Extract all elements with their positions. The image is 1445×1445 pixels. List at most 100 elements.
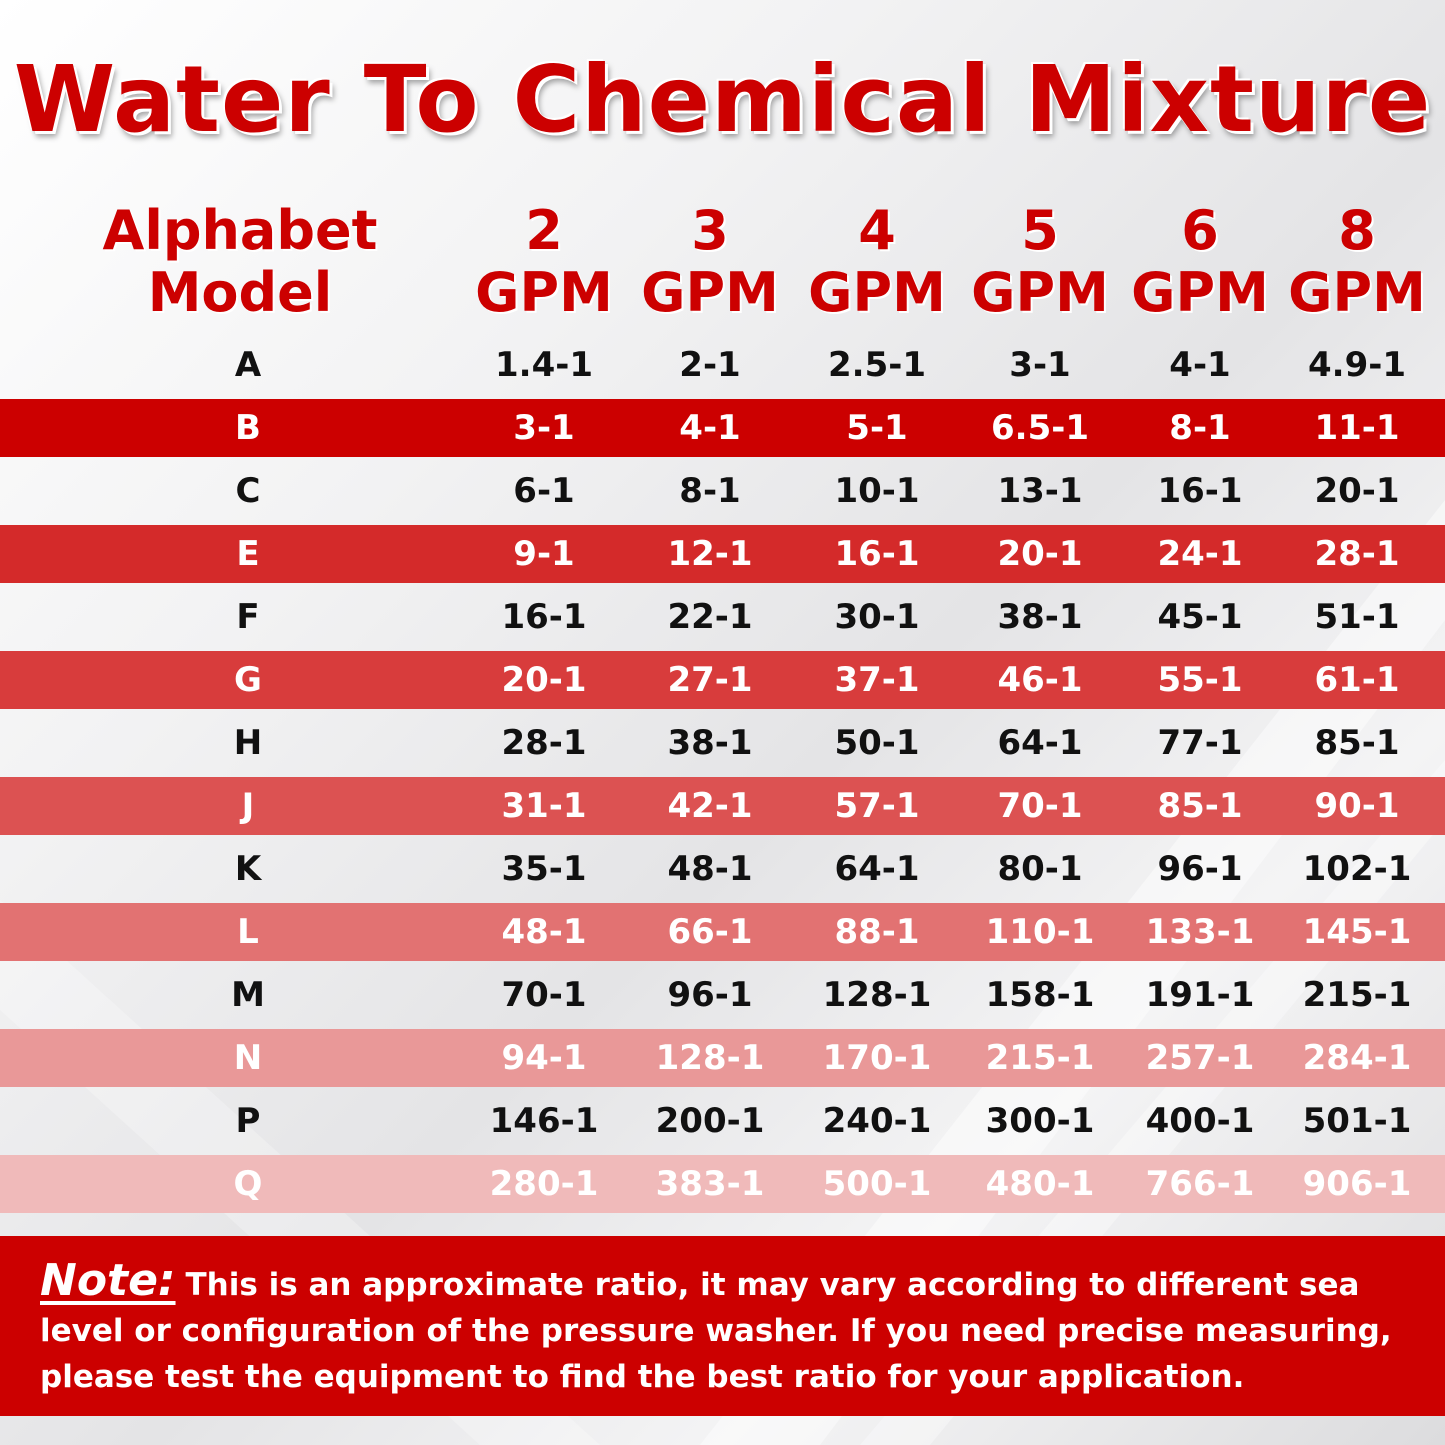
ratio-cell: 145-1 xyxy=(1302,912,1412,952)
ratio-cell: 51-1 xyxy=(1314,597,1400,637)
ratio-cell: 48-1 xyxy=(667,849,753,889)
header-model: Alphabet Model xyxy=(60,200,420,330)
model-cell: C xyxy=(235,471,261,511)
ratio-cell: 6.5-1 xyxy=(991,408,1089,448)
ratio-cell: 64-1 xyxy=(997,723,1083,763)
ratio-cell: 170-1 xyxy=(822,1038,932,1078)
ratio-cell: 13-1 xyxy=(997,471,1083,511)
ratio-cell: 2-1 xyxy=(679,345,741,385)
model-cell: G xyxy=(234,660,262,700)
ratio-cell: 5-1 xyxy=(846,408,908,448)
header-gpm-num: 6 xyxy=(1181,199,1219,262)
header-gpm-8: 8 GPM xyxy=(1277,200,1437,330)
header-gpm-3: 3 GPM xyxy=(630,200,790,330)
ratio-cell: 24-1 xyxy=(1157,534,1243,574)
page-title: Water To Chemical Mixture xyxy=(13,46,1432,153)
table-row: A 1.4-1 2-1 2.5-1 3-1 4-1 4.9-1 xyxy=(0,336,1445,394)
model-cell: Q xyxy=(233,1164,263,1204)
ratio-cell: 133-1 xyxy=(1145,912,1255,952)
table-row: G 20-1 27-1 37-1 46-1 55-1 61-1 xyxy=(0,651,1445,709)
ratio-cell: 200-1 xyxy=(655,1101,765,1141)
ratio-cell: 257-1 xyxy=(1145,1038,1255,1078)
header-gpm-num: 3 xyxy=(691,199,729,262)
table-row: L 48-1 66-1 88-1 110-1 133-1 145-1 xyxy=(0,903,1445,961)
ratio-cell: 96-1 xyxy=(1157,849,1243,889)
ratio-cell: 215-1 xyxy=(985,1038,1095,1078)
ratio-cell: 4-1 xyxy=(1169,345,1231,385)
ratio-cell: 3-1 xyxy=(513,408,575,448)
note-box: Note: This is an approximate ratio, it ma… xyxy=(0,1236,1445,1416)
model-cell: A xyxy=(234,345,262,385)
header-model-line2: Model xyxy=(147,261,333,324)
ratio-cell: 66-1 xyxy=(667,912,753,952)
table-row: M 70-1 96-1 128-1 158-1 191-1 215-1 xyxy=(0,966,1445,1024)
ratio-cell: 280-1 xyxy=(489,1164,599,1204)
ratio-cell: 300-1 xyxy=(985,1101,1095,1141)
header-gpm-5: 5 GPM xyxy=(960,200,1120,330)
ratio-cell: 70-1 xyxy=(501,975,587,1015)
ratio-cell: 215-1 xyxy=(1302,975,1412,1015)
header-gpm-unit: GPM xyxy=(971,261,1109,324)
header-gpm-unit: GPM xyxy=(1131,261,1269,324)
ratio-cell: 64-1 xyxy=(834,849,920,889)
ratio-cell: 45-1 xyxy=(1157,597,1243,637)
ratio-cell: 4-1 xyxy=(679,408,741,448)
table-row: K 35-1 48-1 64-1 80-1 96-1 102-1 xyxy=(0,840,1445,898)
ratio-cell: 80-1 xyxy=(997,849,1083,889)
header-gpm-4: 4 GPM xyxy=(797,200,957,330)
ratio-cell: 85-1 xyxy=(1157,786,1243,826)
ratio-cell: 42-1 xyxy=(667,786,753,826)
note-body: This is an approximate ratio, it may var… xyxy=(40,1267,1392,1395)
table-row: Q 280-1 383-1 500-1 480-1 766-1 906-1 xyxy=(0,1155,1445,1213)
model-cell: K xyxy=(234,849,262,889)
ratio-cell: 128-1 xyxy=(655,1038,765,1078)
ratio-cell: 11-1 xyxy=(1314,408,1400,448)
model-cell: F xyxy=(236,597,260,637)
ratio-cell: 8-1 xyxy=(679,471,741,511)
ratio-cell: 501-1 xyxy=(1302,1101,1412,1141)
table-header: Alphabet Model 2 GPM 3 GPM 4 GPM 5 GPM 6… xyxy=(0,200,1445,330)
ratio-cell: 191-1 xyxy=(1145,975,1255,1015)
ratio-cell: 383-1 xyxy=(655,1164,765,1204)
table-row: E 9-1 12-1 16-1 20-1 24-1 28-1 xyxy=(0,525,1445,583)
ratio-cell: 57-1 xyxy=(834,786,920,826)
note-label: Note: xyxy=(40,1255,176,1306)
model-cell: E xyxy=(236,534,260,574)
header-gpm-unit: GPM xyxy=(808,261,946,324)
table-row: F 16-1 22-1 30-1 38-1 45-1 51-1 xyxy=(0,588,1445,646)
ratio-cell: 70-1 xyxy=(997,786,1083,826)
ratio-cell: 146-1 xyxy=(489,1101,599,1141)
ratio-cell: 284-1 xyxy=(1302,1038,1412,1078)
model-cell: L xyxy=(237,912,259,952)
table-row: J 31-1 42-1 57-1 70-1 85-1 90-1 xyxy=(0,777,1445,835)
ratio-cell: 94-1 xyxy=(501,1038,587,1078)
ratio-cell: 16-1 xyxy=(501,597,587,637)
ratio-cell: 20-1 xyxy=(501,660,587,700)
table-row: B 3-1 4-1 5-1 6.5-1 8-1 11-1 xyxy=(0,399,1445,457)
table-row: N 94-1 128-1 170-1 215-1 257-1 284-1 xyxy=(0,1029,1445,1087)
header-gpm-unit: GPM xyxy=(1288,261,1426,324)
ratio-cell: 27-1 xyxy=(667,660,753,700)
header-model-line1: Alphabet xyxy=(102,199,378,262)
ratio-cell: 20-1 xyxy=(997,534,1083,574)
ratio-cell: 22-1 xyxy=(667,597,753,637)
ratio-cell: 96-1 xyxy=(667,975,753,1015)
ratio-cell: 37-1 xyxy=(834,660,920,700)
header-gpm-num: 4 xyxy=(858,199,896,262)
ratio-cell: 48-1 xyxy=(501,912,587,952)
ratio-cell: 28-1 xyxy=(1314,534,1400,574)
ratio-cell: 55-1 xyxy=(1157,660,1243,700)
ratio-cell: 480-1 xyxy=(985,1164,1095,1204)
header-gpm-num: 8 xyxy=(1338,199,1376,262)
ratio-cell: 102-1 xyxy=(1302,849,1412,889)
header-gpm-num: 5 xyxy=(1021,199,1059,262)
ratio-cell: 9-1 xyxy=(513,534,575,574)
model-cell: M xyxy=(231,975,265,1015)
ratio-cell: 906-1 xyxy=(1302,1164,1412,1204)
ratio-cell: 88-1 xyxy=(834,912,920,952)
ratio-cell: 240-1 xyxy=(822,1101,932,1141)
ratio-cell: 90-1 xyxy=(1314,786,1400,826)
model-cell: J xyxy=(241,786,255,826)
ratio-cell: 35-1 xyxy=(501,849,587,889)
model-cell: H xyxy=(233,723,263,763)
